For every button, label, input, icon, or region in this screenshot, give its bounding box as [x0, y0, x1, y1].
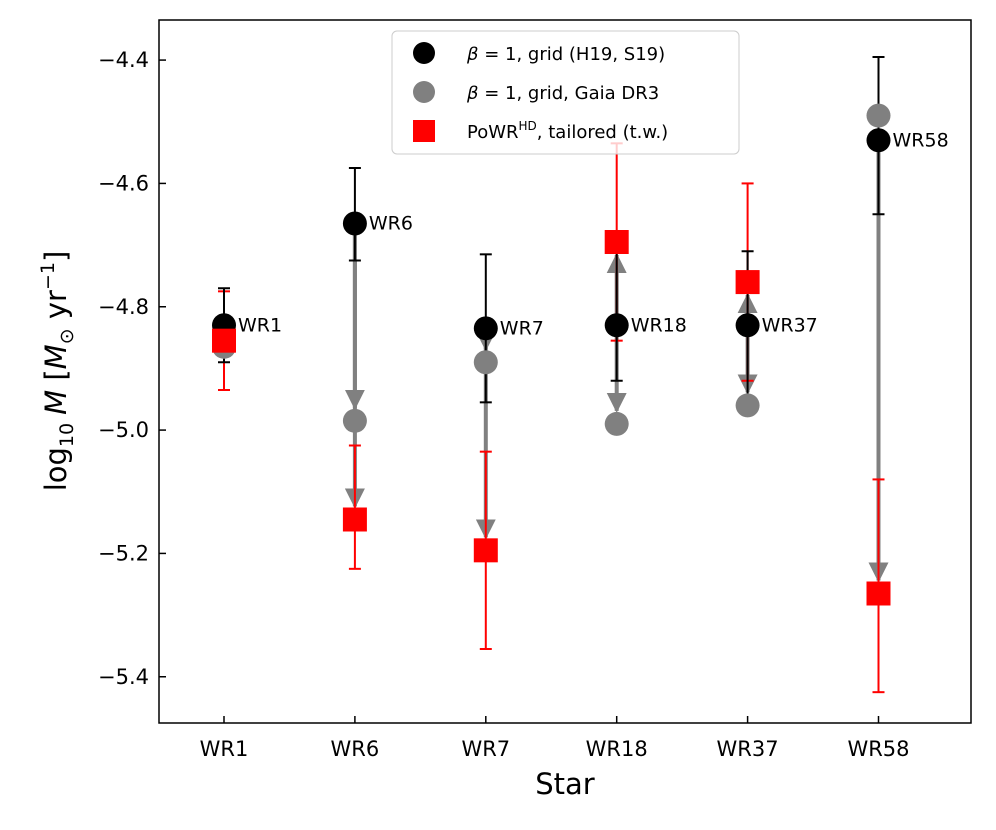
point-labels-layer: WR1 WR6 WR7 WR18 WR37 WR58 — [238, 129, 949, 339]
point-tailored — [473, 538, 498, 563]
point-tailored — [342, 507, 367, 532]
x-tick-label: WR7 — [461, 737, 510, 761]
y-tick-label: −4.6 — [98, 171, 149, 195]
point-grid — [473, 316, 498, 341]
point-gaia — [473, 350, 498, 375]
legend-marker-tailored — [413, 120, 435, 142]
point-gaia — [735, 393, 760, 418]
point-grid — [604, 313, 629, 338]
point-grid — [735, 313, 760, 338]
legend-marker-grid — [413, 42, 435, 64]
y-axis-title: log10M [M⊙ yr−1] — [37, 251, 78, 492]
point-tailored — [604, 230, 629, 254]
legend-marker-gaia — [413, 81, 435, 103]
x-tick-label: WR6 — [331, 737, 380, 761]
point-grid — [342, 211, 367, 236]
x-tick-label: WR1 — [200, 737, 249, 761]
x-axis-title: Star — [535, 767, 595, 801]
x-tick-label: WR18 — [586, 737, 648, 761]
points-layer — [212, 103, 891, 606]
legend-label-grid: β = 1, grid (H19, S19) — [466, 44, 665, 65]
point-label: WR1 — [238, 314, 282, 336]
plot-frame — [158, 19, 972, 724]
point-grid — [866, 128, 891, 153]
point-label: WR6 — [369, 213, 413, 235]
legend-label-tailored: PoWRHD, tailored (t.w.) — [467, 119, 668, 143]
legend-label-gaia: β = 1, grid, Gaia DR3 — [466, 83, 659, 104]
y-axis-ticks: −5.4 −5.2 −5.0 −4.8 −4.6 −4.4 — [98, 48, 166, 689]
point-gaia — [604, 411, 629, 436]
x-axis-ticks: WR1 WR6 WR7 WR18 WR37 WR58 — [200, 716, 910, 761]
legend-box — [391, 30, 740, 155]
point-gaia — [866, 103, 891, 128]
y-tick-label: −5.4 — [98, 665, 149, 689]
legend: β = 1, grid (H19, S19) β = 1, grid, Gaia… — [391, 30, 740, 155]
point-label: WR58 — [893, 129, 949, 151]
point-tailored — [735, 270, 760, 295]
y-tick-label: −5.0 — [98, 418, 149, 442]
y-tick-label: −4.4 — [98, 48, 149, 72]
point-tailored — [212, 328, 236, 353]
point-label: WR18 — [631, 314, 687, 336]
x-tick-label: WR58 — [847, 737, 909, 761]
point-label: WR7 — [500, 317, 544, 339]
y-tick-label: −4.8 — [98, 295, 149, 319]
point-gaia — [342, 408, 367, 433]
point-label: WR37 — [762, 314, 818, 336]
x-tick-label: WR37 — [717, 737, 779, 761]
y-tick-label: −5.2 — [98, 541, 149, 565]
point-tailored — [866, 581, 891, 606]
